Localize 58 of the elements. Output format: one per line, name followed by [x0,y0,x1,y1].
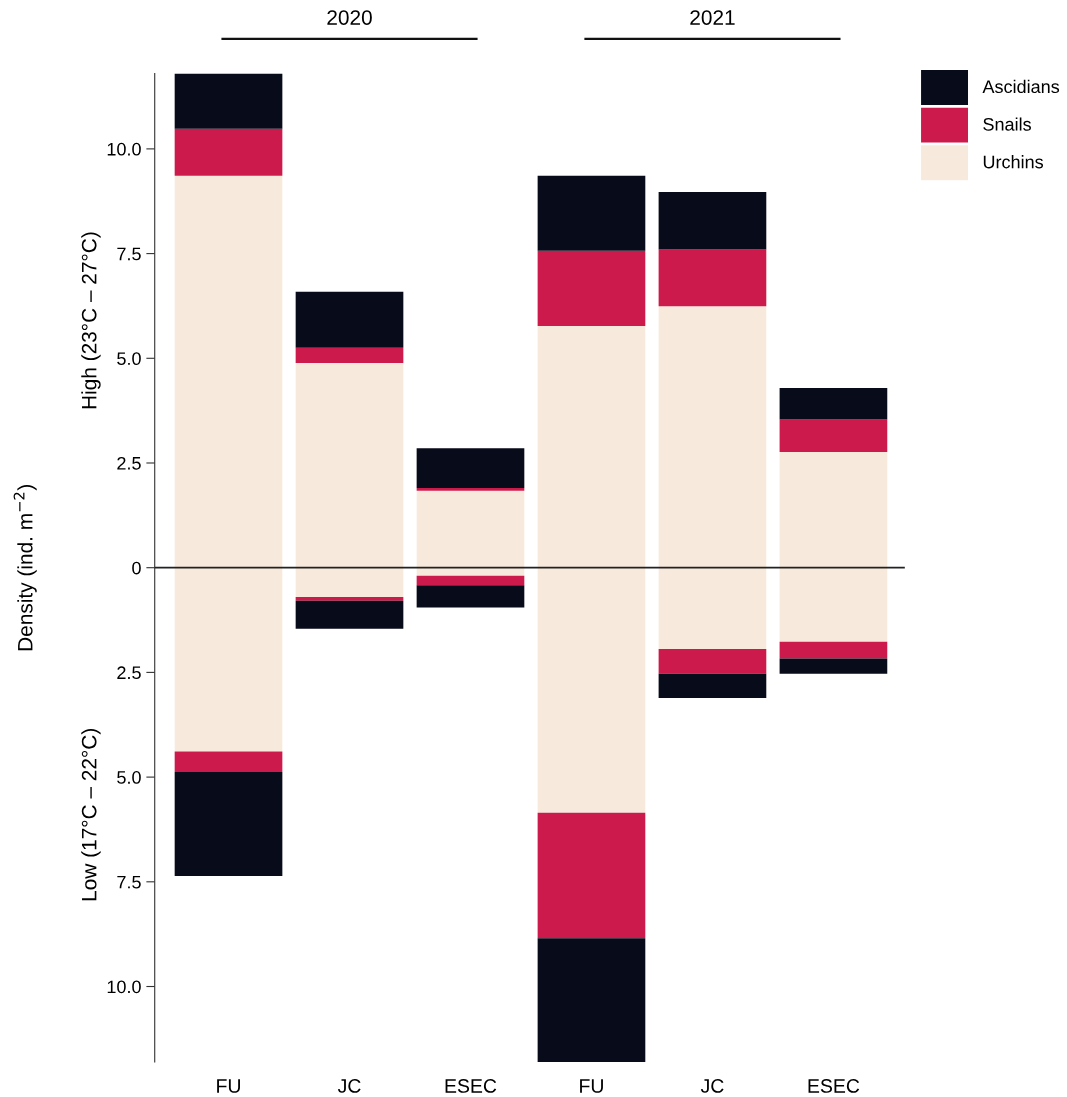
bar [779,419,888,453]
bar [174,751,283,773]
y-axis-title: Density (ind. m$^{−2}$) [13,485,37,651]
bar [537,567,646,813]
y-tick-label: 5.0 [117,771,141,784]
y-tick-label: 0 [132,561,141,575]
bar [416,585,525,608]
text: 2021 [690,10,735,25]
bar [779,567,888,642]
bar [416,490,525,568]
y-tick-label: 2.5 [117,666,141,680]
x-tick-label: ESEC [808,1079,860,1093]
legend-label: Urchins [983,155,1044,169]
bar [779,658,888,674]
bar [174,128,283,176]
bar [779,641,888,659]
bar [295,347,404,363]
y-tick-label: 10.0 [107,142,141,156]
bar [658,567,767,649]
bar [537,938,646,1062]
bar [658,249,767,307]
y-tick-label: 2.5 [117,456,141,470]
text: 2020 [327,10,372,25]
y-tick-label: 10.0 [107,980,141,994]
text: High (23°C – 27°C) [81,232,101,409]
bar [295,291,404,348]
y-tick-label: 7.5 [117,875,141,889]
bar [779,388,888,420]
legend-label: Ascidians [982,79,1060,94]
bar [658,306,767,568]
bar [174,73,283,129]
y-tick-label: 5.0 [117,352,141,366]
bar [537,250,646,327]
bar [174,567,283,752]
bar [174,772,283,876]
bar [174,175,283,568]
bar [658,192,767,250]
x-tick-label: JC [700,1079,724,1093]
x-tick-label: FU [580,1079,603,1093]
x-tick-label: FU [217,1079,240,1093]
bar [295,362,404,568]
bar [295,600,404,629]
x-tick-label: ESEC [445,1079,497,1093]
x-tick-label: JC [337,1079,361,1093]
legend-label: Snails [983,117,1031,131]
bar [537,326,646,568]
bar [295,567,404,598]
bar [658,673,767,698]
bar [416,448,525,489]
bar [537,175,646,251]
text: Low (17°C – 22°C) [81,729,101,901]
bar [416,575,525,586]
bar [658,648,767,674]
bar [416,488,525,491]
bar [537,812,646,939]
y-tick-label: 7.5 [117,247,141,261]
bar [295,597,404,601]
bar [779,452,888,568]
